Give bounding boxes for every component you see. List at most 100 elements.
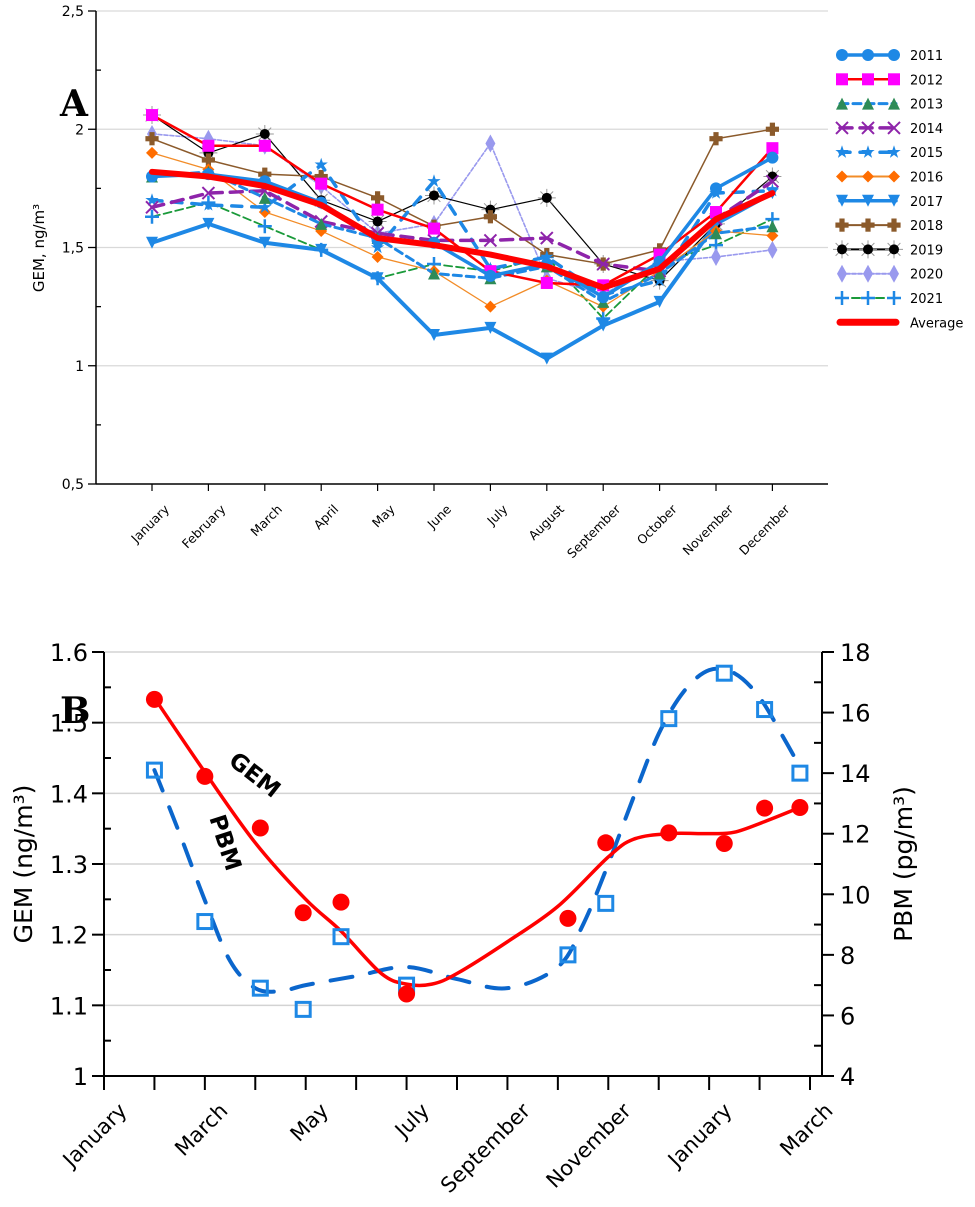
- series-2017: [146, 187, 779, 365]
- panel-b-left-y-tick-label: 1.1: [50, 992, 88, 1020]
- data-point-2018: [322, 173, 328, 180]
- data-point-2011: [484, 269, 497, 282]
- legend-item-2017: 2017: [836, 194, 943, 210]
- legend-swatch-marker: [836, 73, 848, 86]
- series-line-2017: [150, 191, 775, 361]
- data-point-2018: [431, 219, 437, 225]
- panel-b-x-tick-label: September: [436, 1098, 535, 1197]
- legend-item-2013: 2013: [836, 97, 943, 113]
- data-point-2018: [318, 173, 324, 180]
- series-average: [149, 168, 776, 291]
- data-point-2014: [201, 186, 216, 200]
- legend-label: 2012: [910, 73, 943, 88]
- data-point-2012: [202, 139, 215, 152]
- gem-data-point: [715, 835, 733, 853]
- data-point-2018: [765, 126, 771, 132]
- panel-b-gridlines: [104, 651, 822, 1007]
- legend-label: 2019: [910, 243, 943, 258]
- panel-a-y-axis-label: GEM, ng/m³: [30, 204, 48, 292]
- data-point-2017: [146, 236, 158, 249]
- legend-swatch-marker: [837, 244, 847, 255]
- data-point-2018: [769, 130, 775, 136]
- panel-a-chart: 0,5 1 1,5 2 2,5 January February March April May…: [30, 4, 963, 561]
- data-point-2015: [427, 174, 441, 187]
- panel-a-y-tick-label: 1,5: [62, 241, 84, 257]
- data-point-2015: [258, 200, 272, 213]
- panel-b-x-tick-label: July: [389, 1099, 434, 1144]
- legend-swatch-marker: [888, 49, 900, 61]
- legend-item-2020: 2020: [837, 264, 943, 283]
- legend-swatch-marker: [888, 194, 900, 207]
- data-point-2017: [315, 243, 328, 256]
- pbm-data-point: [715, 664, 733, 682]
- data-point-2018: [375, 195, 381, 201]
- pbm-data-point: [332, 928, 350, 946]
- data-point-2011: [710, 182, 722, 195]
- data-point-2016: [258, 206, 271, 219]
- data-point-2015: [145, 193, 159, 206]
- data-point-2011: [766, 151, 779, 164]
- data-point-2012: [766, 142, 779, 155]
- legend-swatch-marker: [889, 244, 899, 255]
- data-point-2016: [371, 250, 384, 263]
- data-point-2014: [145, 200, 159, 215]
- pbm-data-point: [145, 761, 163, 779]
- legend-item-2015: 2015: [835, 145, 943, 161]
- legend-swatch-marker: [836, 170, 848, 183]
- legend-swatch-marker: [887, 222, 893, 228]
- data-point-2013: [766, 220, 779, 233]
- data-point-2013: [258, 191, 271, 204]
- data-point-2017: [484, 321, 497, 334]
- legend-swatch-marker: [839, 222, 845, 228]
- data-point-2018: [149, 136, 155, 142]
- legend-swatch-marker: [888, 170, 900, 183]
- legend-item-2014: 2014: [835, 121, 943, 137]
- pbm-data-point: [597, 894, 615, 912]
- data-point-2018: [713, 132, 719, 138]
- panel-b-x-tick-label: November: [542, 1098, 636, 1192]
- data-point-2013: [315, 217, 328, 230]
- data-point-2013: [428, 267, 440, 280]
- series-line-2018: [151, 128, 774, 265]
- data-point-2017: [258, 236, 271, 249]
- gem-curve-annotation: GEM: [224, 748, 285, 804]
- pbm-data-point: [196, 913, 214, 931]
- data-point-2018: [769, 122, 775, 128]
- legend-swatch-marker: [895, 222, 901, 228]
- data-point-2018: [266, 171, 272, 177]
- legend-label: 2016: [910, 171, 943, 186]
- data-point-2018: [145, 136, 151, 142]
- panel-a-letter: A: [59, 83, 89, 125]
- legend-swatch-marker: [888, 97, 900, 110]
- gem-data-point: [559, 909, 577, 927]
- data-point-2020: [767, 240, 778, 259]
- panel-b-right-y-tick-labels: 4 6 8 10 12 14 16 18: [840, 639, 871, 1091]
- panel-b-right-y-tick-label: 14: [840, 760, 871, 788]
- panel-a-y-tick-label: 2,5: [62, 4, 84, 20]
- legend-swatch-marker: [885, 240, 903, 259]
- legend-swatch-marker: [887, 145, 901, 158]
- data-point-2019: [429, 190, 439, 201]
- data-point-2015: [540, 249, 554, 263]
- data-point-2012: [371, 203, 384, 216]
- gem-data-point: [145, 690, 163, 708]
- legend-swatch-marker: [865, 222, 871, 228]
- legend-swatch-marker: [835, 121, 849, 135]
- panel-b-right-y-tick-label: 8: [840, 942, 855, 970]
- data-point-2018: [548, 251, 554, 258]
- data-point-2012: [146, 109, 158, 122]
- panel-a-y-tick-label: 0,5: [62, 477, 84, 493]
- panel-a-x-tick-label: May: [369, 501, 398, 530]
- panel-a-x-tick-label: September: [564, 501, 624, 561]
- panel-b-left-y-tick-label: 1: [73, 1063, 88, 1091]
- legend-swatch-marker: [862, 170, 874, 183]
- panel-b-chart: 1 1.1 1.2 1.3 1.4 1.5 1.6 4 6 8 10 12 14 16 18 Januar…: [9, 639, 918, 1198]
- panel-a-x-tick-labels: January February March April May June July Augu…: [127, 501, 793, 561]
- legend-swatch-marker: [843, 222, 849, 228]
- legend-label: 2017: [910, 195, 943, 210]
- data-point-2018: [773, 126, 779, 132]
- legend-swatch-marker: [836, 97, 848, 110]
- legend-item-2021: 2021: [835, 291, 943, 307]
- legend-item-2012: 2012: [836, 73, 943, 88]
- panel-b-right-y-tick-label: 4: [840, 1063, 855, 1091]
